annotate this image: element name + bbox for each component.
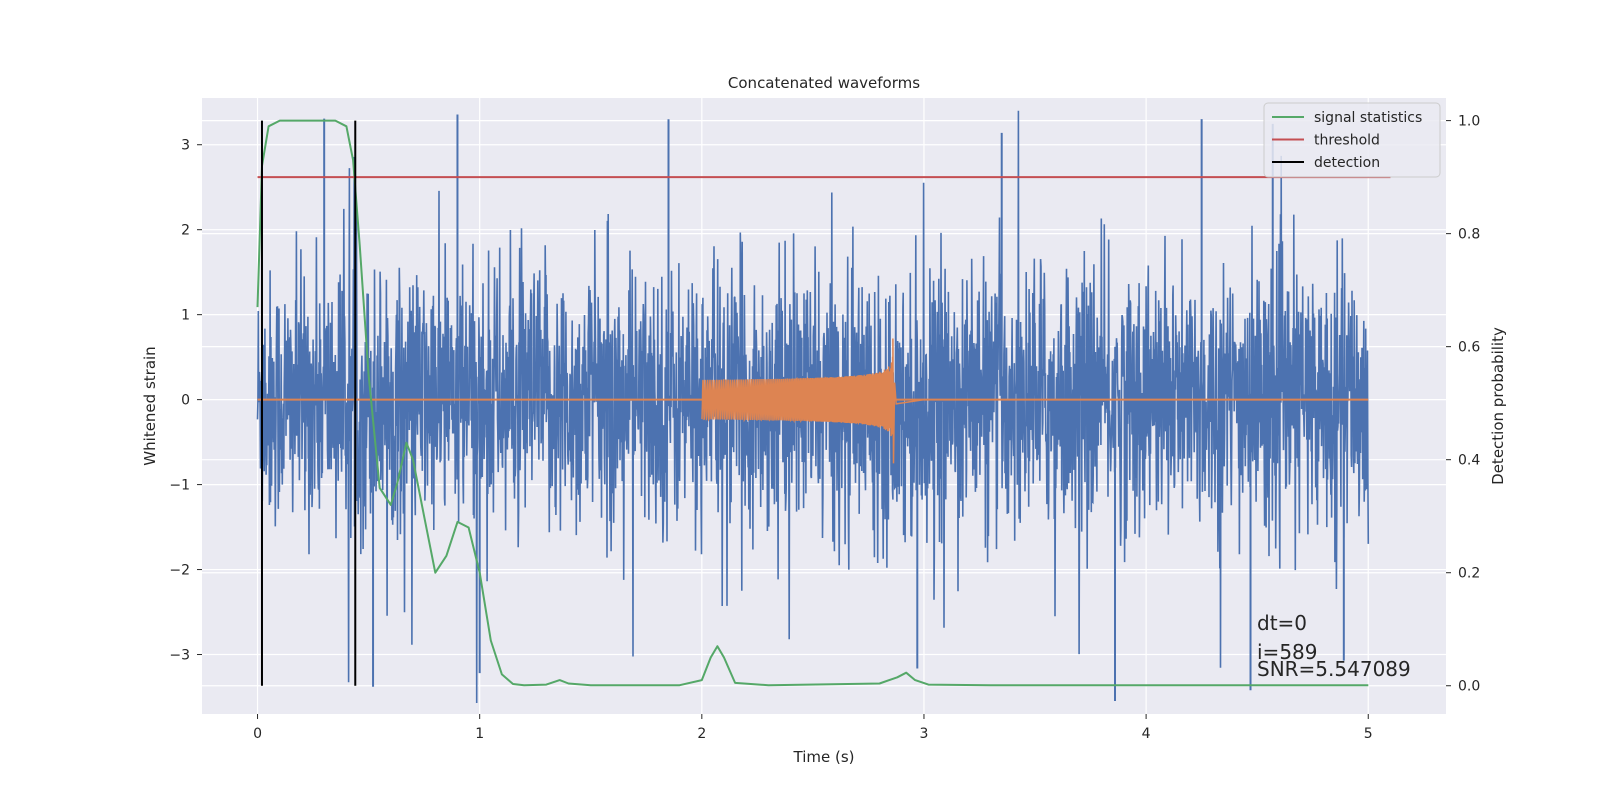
legend: signal statistics threshold detection: [1263, 102, 1441, 178]
detection-markers: [260, 120, 357, 686]
x-tick-label-5: 5: [1364, 726, 1373, 742]
x-tick-label-2: 2: [697, 726, 706, 742]
y2-tick-label-5: 0.0: [1458, 679, 1480, 695]
y2-tick-label-1: 0.8: [1458, 227, 1480, 243]
legend-box: [1263, 102, 1441, 178]
legend-label-2: detection: [1314, 155, 1380, 171]
x-tick-label-3: 3: [920, 726, 929, 742]
chirp-series: [257, 338, 1369, 464]
x-tick-label-4: 4: [1142, 726, 1151, 742]
y2-tick-label-2: 0.6: [1458, 340, 1480, 356]
legend-label-0: signal statistics: [1314, 110, 1422, 126]
annotation-0: dt=0: [1257, 611, 1307, 635]
y-axis-label: Whitened strain: [141, 346, 159, 465]
annotation-2: SNR=5.547089: [1257, 657, 1411, 681]
x-tick-label-1: 1: [475, 726, 484, 742]
axis-ticks: 0 1 2 3 4 5 3 2 1 0 −1 −2 −3 1.0 0.8 0.6 0.4 0.2 0.0: [169, 114, 1480, 742]
chart-title: Concatenated waveforms: [728, 74, 920, 92]
y-tick-label-3: 0: [181, 393, 190, 409]
y-tick-label-2: 1: [181, 308, 190, 324]
y-tick-label-4: −1: [169, 478, 190, 494]
y-tick-label-5: −2: [169, 563, 190, 579]
y-tick-label-1: 2: [181, 223, 190, 239]
x-axis-label: Time (s): [793, 748, 855, 766]
y2-axis-label: Detection probability: [1489, 327, 1507, 485]
y-tick-label-0: 3: [181, 138, 190, 154]
y2-tick-label-4: 0.2: [1458, 566, 1480, 582]
noise-trace: [256, 110, 1370, 704]
noise-series: [256, 110, 1370, 704]
chirp-trace: [701, 338, 925, 464]
legend-label-1: threshold: [1314, 133, 1380, 149]
y-tick-label-6: −3: [169, 648, 190, 664]
x-tick-label-0: 0: [253, 726, 262, 742]
y2-tick-label-3: 0.4: [1458, 453, 1480, 469]
annotation-1: i=589: [1257, 640, 1318, 664]
y2-tick-label-0: 1.0: [1458, 114, 1480, 130]
